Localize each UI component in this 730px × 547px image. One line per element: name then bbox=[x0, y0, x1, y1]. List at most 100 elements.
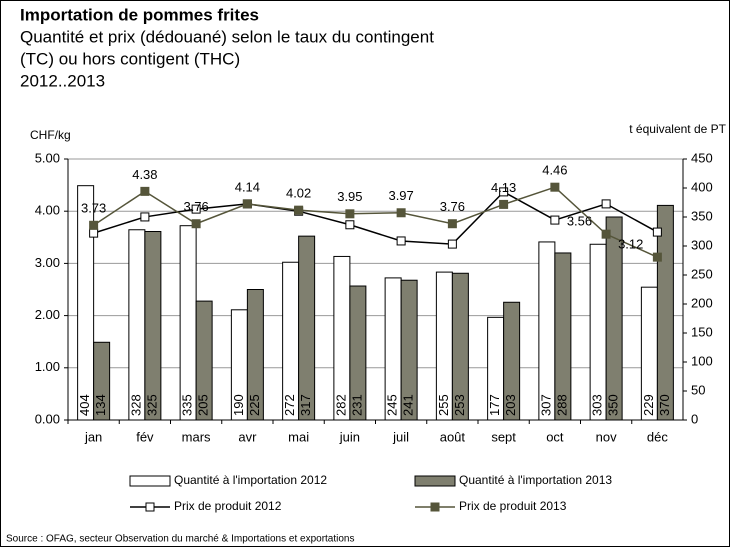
legend-label: Quantité à l'importation 2013 bbox=[459, 473, 612, 487]
legend-label: Quantité à l'importation 2012 bbox=[174, 473, 327, 487]
data-label: 282 bbox=[333, 394, 348, 416]
data-label: 134 bbox=[93, 394, 108, 416]
x-tick-label: déc bbox=[647, 429, 668, 444]
chart-subtitle: Quantité et prix (dédouané) selon le tau… bbox=[20, 27, 434, 46]
data-label: 229 bbox=[641, 394, 656, 416]
bar bbox=[195, 300, 213, 421]
bar bbox=[605, 216, 623, 421]
legend-label: Prix de produit 2013 bbox=[459, 499, 567, 513]
data-label: 4.38 bbox=[132, 167, 157, 182]
y-tick-label: 4.00 bbox=[35, 203, 60, 218]
y2-axis-label: t équivalent de PT bbox=[629, 122, 726, 136]
bar bbox=[144, 231, 162, 421]
marker bbox=[191, 204, 201, 214]
data-label: 203 bbox=[503, 394, 518, 416]
bar bbox=[93, 341, 111, 421]
x-tick-label: mars bbox=[182, 429, 211, 444]
data-label: 3.56 bbox=[567, 214, 592, 229]
data-label: 370 bbox=[657, 394, 672, 416]
y2-tick-label: 50 bbox=[691, 382, 705, 397]
chart-title: Importation de pommes frites bbox=[20, 5, 259, 24]
line bbox=[93, 190, 658, 245]
y2-tick-label: 300 bbox=[691, 237, 713, 252]
bar bbox=[298, 235, 316, 421]
bar bbox=[128, 229, 146, 421]
y2-tick-label: 350 bbox=[691, 208, 713, 223]
marker bbox=[601, 229, 611, 239]
marker bbox=[550, 215, 560, 225]
data-label: 317 bbox=[298, 394, 313, 416]
data-label: 4.02 bbox=[286, 186, 311, 201]
y-tick-label: 0.00 bbox=[35, 411, 60, 426]
chart-subtitle: (TC) ou hors contigent (THC) bbox=[20, 49, 240, 68]
y2-tick-label: 150 bbox=[691, 324, 713, 339]
data-label: 3.12 bbox=[618, 237, 643, 252]
marker bbox=[652, 227, 662, 237]
y2-tick-label: 400 bbox=[691, 179, 713, 194]
y2-tick-label: 0 bbox=[691, 411, 698, 426]
y2-tick-label: 200 bbox=[691, 295, 713, 310]
marker bbox=[447, 219, 457, 229]
data-label: 404 bbox=[77, 394, 92, 416]
legend-swatch bbox=[414, 475, 456, 487]
data-label: 350 bbox=[606, 394, 621, 416]
legend-swatch bbox=[430, 502, 440, 512]
marker bbox=[191, 219, 201, 229]
marker bbox=[345, 220, 355, 230]
bar bbox=[554, 252, 572, 421]
marker bbox=[294, 205, 304, 215]
x-tick-label: fév bbox=[136, 429, 154, 444]
data-label: 3.76 bbox=[183, 199, 208, 214]
bar bbox=[589, 243, 607, 421]
bar bbox=[246, 289, 264, 421]
data-label: 205 bbox=[196, 394, 211, 416]
y-axis-label: CHF/kg bbox=[30, 128, 71, 142]
data-label: 255 bbox=[436, 394, 451, 416]
marker bbox=[550, 182, 560, 192]
marker bbox=[396, 236, 406, 246]
marker bbox=[242, 199, 252, 209]
data-label: 328 bbox=[128, 394, 143, 416]
bar bbox=[538, 241, 556, 421]
x-tick-label: jan bbox=[84, 429, 102, 444]
data-label: 288 bbox=[554, 394, 569, 416]
marker bbox=[89, 220, 99, 230]
legend-swatch bbox=[129, 475, 171, 487]
data-label: 190 bbox=[231, 394, 246, 416]
source: Source : OFAG, secteur Observation du ma… bbox=[6, 534, 355, 545]
marker bbox=[447, 239, 457, 249]
data-label: 303 bbox=[590, 394, 605, 416]
legend-swatch bbox=[145, 502, 155, 512]
y-tick-label: 2.00 bbox=[35, 307, 60, 322]
x-tick-label: nov bbox=[596, 429, 617, 444]
marker bbox=[396, 208, 406, 218]
bar bbox=[503, 301, 521, 421]
y-tick-label: 3.00 bbox=[35, 255, 60, 270]
marker bbox=[601, 199, 611, 209]
data-label: 272 bbox=[282, 394, 297, 416]
data-label: 3.73 bbox=[81, 201, 106, 216]
chart-subtitle: 2012..2013 bbox=[20, 71, 105, 90]
data-label: 245 bbox=[385, 394, 400, 416]
data-label: 307 bbox=[538, 394, 553, 416]
data-label: 3.97 bbox=[388, 188, 413, 203]
marker bbox=[140, 212, 150, 222]
legend-label: Prix de produit 2012 bbox=[174, 499, 282, 513]
marker bbox=[652, 252, 662, 262]
line bbox=[93, 186, 658, 258]
data-label: 3.95 bbox=[337, 189, 362, 204]
y-tick-label: 5.00 bbox=[35, 150, 60, 165]
marker bbox=[140, 186, 150, 196]
data-label: 4.46 bbox=[542, 163, 567, 178]
x-tick-label: juil bbox=[392, 429, 409, 444]
marker bbox=[345, 209, 355, 219]
data-label: 335 bbox=[180, 394, 195, 416]
bar bbox=[400, 279, 418, 421]
data-label: 4.13 bbox=[491, 180, 516, 195]
bar bbox=[77, 185, 95, 421]
data-label: 225 bbox=[247, 394, 262, 416]
marker bbox=[499, 199, 509, 209]
bar bbox=[451, 272, 469, 421]
marker bbox=[499, 187, 509, 197]
bar bbox=[656, 204, 674, 421]
